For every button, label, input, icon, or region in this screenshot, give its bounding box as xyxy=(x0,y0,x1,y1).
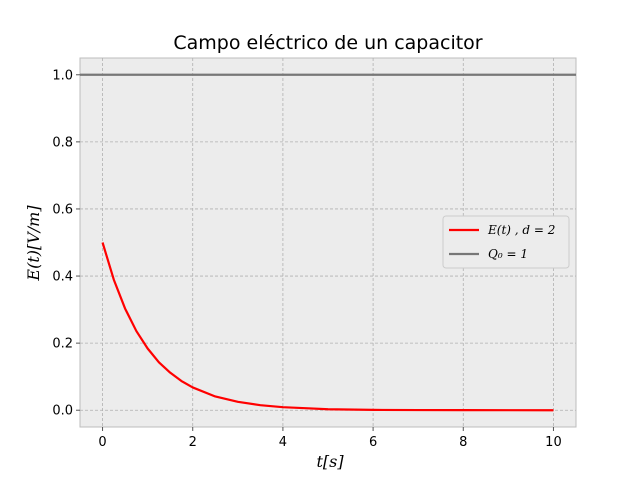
x-tick-label: 4 xyxy=(279,435,287,450)
y-tick-label: 1.0 xyxy=(52,68,73,83)
y-tick-label: 0.8 xyxy=(52,135,73,150)
y-tick-label: 0.6 xyxy=(52,202,73,217)
x-tick-label: 6 xyxy=(369,435,377,450)
y-axis-label: E(t)[V/m] xyxy=(24,205,43,282)
series-line-0 xyxy=(101,242,554,412)
legend-label: Q₀ = 1 xyxy=(488,247,528,261)
x-tick-label: 0 xyxy=(98,435,106,450)
axis-ticks: 0 2 4 6 8 10 0.0 0.2 0.4 0.6 0.8 1.0 xyxy=(52,68,561,450)
x-tick-label: 10 xyxy=(545,435,562,450)
x-tick-label: 8 xyxy=(459,435,467,450)
chart-title: Campo eléctrico de un capacitor xyxy=(173,32,482,54)
series-lines xyxy=(80,73,576,412)
legend-label: E(t) , d = 2 xyxy=(487,223,555,237)
y-tick-label: 0.4 xyxy=(52,270,73,285)
y-tick-label: 0.2 xyxy=(52,337,73,352)
x-tick-label: 2 xyxy=(189,435,197,450)
x-axis-label: t[s] xyxy=(316,452,344,471)
y-tick-label: 0.0 xyxy=(52,404,73,419)
legend: E(t) , d = 2 Q₀ = 1 xyxy=(442,215,570,269)
